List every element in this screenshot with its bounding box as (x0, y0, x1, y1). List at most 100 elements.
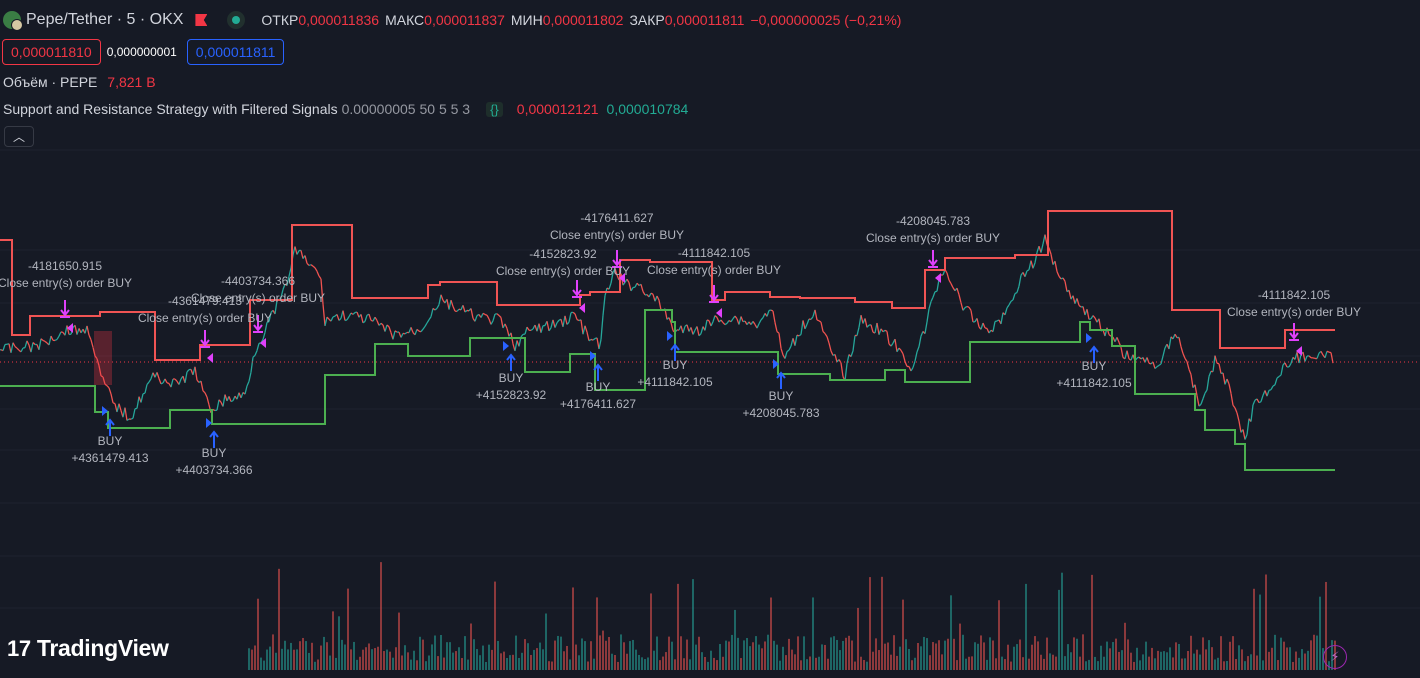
price-segment (722, 322, 726, 326)
price-segment (552, 319, 556, 328)
volume-bar (1172, 657, 1174, 670)
volume-bar (254, 645, 256, 670)
symbol-row: Pepe/Tether · 5 · OKX ОТКР 0,000011836 М… (3, 9, 907, 31)
price-segment (610, 272, 614, 284)
price-segment (274, 300, 278, 315)
volume-bar (1067, 644, 1069, 670)
price-segment (1186, 361, 1190, 370)
volume-bar (680, 636, 682, 670)
volume-bar (638, 654, 640, 670)
volume-bar (1031, 644, 1033, 670)
price-segment (1316, 352, 1320, 359)
volume-bar (458, 647, 460, 670)
volume-bar (443, 657, 445, 670)
sell-button[interactable]: 0,000011810 (2, 39, 101, 65)
price-segment (864, 318, 868, 328)
price-segment (950, 283, 954, 288)
volume-bar (1004, 659, 1006, 670)
price-segment (1326, 350, 1330, 353)
volume-bar (539, 642, 541, 670)
price-segment (602, 295, 606, 316)
price-segment (1230, 393, 1234, 406)
change-value: −0,000000025 (−0,21%) (750, 12, 902, 28)
symbol-title[interactable]: Pepe/Tether · 5 · OKX (26, 11, 184, 28)
price-segment (698, 333, 702, 337)
tradingview-logo[interactable]: 17 TradingView (7, 635, 169, 662)
exit-triangle-icon (619, 273, 625, 283)
price-segment (962, 307, 966, 311)
volume-bar (332, 611, 334, 670)
volume-bar (671, 641, 673, 670)
price-segment (898, 347, 902, 351)
price-segment (222, 394, 226, 407)
volume-bar (743, 640, 745, 670)
volume-bar (1079, 656, 1081, 670)
price-segment (700, 326, 704, 334)
volume-bar (518, 657, 520, 670)
volume-bar (713, 657, 715, 670)
price-segment (108, 387, 112, 395)
price-segment (384, 324, 388, 332)
price-segment (1040, 243, 1044, 253)
price-segment (908, 366, 912, 372)
price-segment (1278, 374, 1282, 378)
price-segment (16, 347, 20, 351)
source-code-icon[interactable]: {} (486, 101, 503, 117)
market-status-icon[interactable] (227, 11, 246, 29)
indicator-legend[interactable]: Support and Resistance Strategy with Fil… (3, 101, 688, 117)
volume-bar (581, 638, 583, 670)
price-segment (356, 311, 360, 318)
volume-bar (434, 635, 436, 670)
price-segment (1116, 337, 1120, 343)
lightning-icon[interactable]: ⚡ (1323, 645, 1347, 669)
volume-bar (668, 636, 670, 670)
price-segment (352, 312, 356, 315)
price-segment (1202, 392, 1206, 399)
buy-label-side: BUY (499, 371, 524, 385)
price-segment (10, 342, 14, 353)
exit-triangle-icon (1296, 346, 1302, 356)
price-segment (1212, 355, 1216, 372)
volume-bar (992, 640, 994, 670)
volume-bar (1094, 656, 1096, 670)
price-segment (98, 365, 102, 376)
volume-bar (377, 646, 379, 670)
volume-bar (1274, 634, 1276, 670)
volume-bar (956, 660, 958, 670)
volume-bar (1037, 641, 1039, 670)
price-segment (826, 336, 830, 344)
price-segment (804, 324, 808, 330)
volume-bar (401, 655, 403, 670)
price-segment (304, 255, 308, 264)
pepe-coin-icon[interactable] (3, 11, 23, 31)
price-segment (1000, 312, 1004, 325)
price-segment (696, 326, 700, 336)
volume-bar (965, 658, 967, 670)
volume-bar (908, 648, 910, 670)
price-segment (158, 378, 162, 385)
volume-bar (479, 655, 481, 670)
volume-legend[interactable]: Объём · PEPE 7,821 B (3, 74, 156, 90)
chevron-up-icon[interactable]: ︿ (4, 126, 34, 147)
volume-bar (1025, 583, 1027, 670)
volume-bar (521, 652, 523, 670)
exit-label-amount: -4111842.105 (1258, 288, 1331, 302)
flag-icon[interactable] (195, 14, 208, 26)
buy-button[interactable]: 0,000011811 (186, 39, 285, 65)
buy-label-side: BUY (663, 358, 688, 372)
volume-bar (623, 642, 625, 670)
price-segment (634, 282, 638, 288)
volume-bar (1124, 622, 1126, 670)
price-segment (1284, 362, 1288, 368)
buy-triangle-icon (773, 359, 779, 369)
volume-bar (917, 642, 919, 670)
price-segment (458, 308, 462, 311)
price-segment (1026, 269, 1030, 272)
volume-bar (725, 640, 727, 670)
volume-bar (485, 661, 487, 670)
price-segment (130, 417, 134, 420)
volume-bar (302, 637, 304, 670)
volume-bar (395, 647, 397, 670)
price-segment (574, 313, 578, 320)
